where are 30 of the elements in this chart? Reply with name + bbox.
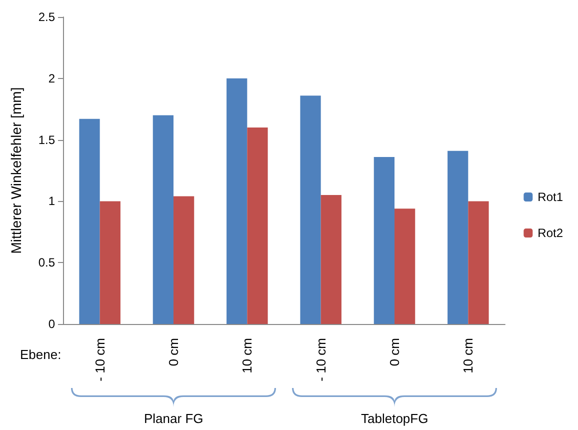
bar <box>152 115 174 324</box>
y-axis-title: Mittlerer Winkelfehler [mm] <box>8 87 24 254</box>
y-tick-label: 1 <box>48 194 56 208</box>
bar <box>300 96 321 324</box>
bar <box>394 208 416 324</box>
legend-label: Rot1 <box>538 190 564 204</box>
bar <box>100 201 120 324</box>
x-tick-label: - 10 cm <box>92 338 108 382</box>
text: Ebene: <box>20 347 62 362</box>
y-tick-label: 0.5 <box>38 256 56 270</box>
bar <box>79 118 100 324</box>
bar <box>448 150 468 324</box>
text: TabletopFG <box>361 411 428 426</box>
bar <box>174 196 194 324</box>
y-tick-label: 1.5 <box>38 132 56 147</box>
bar <box>468 201 489 324</box>
bar <box>374 156 394 324</box>
x-tick-label: 0 cm <box>166 338 181 366</box>
legend-label: Rot2 <box>538 226 564 240</box>
x-tick-label: 10 cm <box>460 338 476 374</box>
y-tick-label: 0 <box>48 317 56 331</box>
y-tick-label: 2.5 <box>38 10 56 24</box>
x-tick-label: - 10 cm <box>313 338 328 382</box>
x-tick-label: 10 cm <box>240 338 255 374</box>
bar <box>320 195 342 324</box>
y-tick-label: 2 <box>48 71 56 86</box>
text: Planar FG <box>144 411 204 426</box>
x-tick-label: 0 cm <box>387 338 402 366</box>
bar <box>247 128 268 324</box>
bar <box>226 78 248 324</box>
